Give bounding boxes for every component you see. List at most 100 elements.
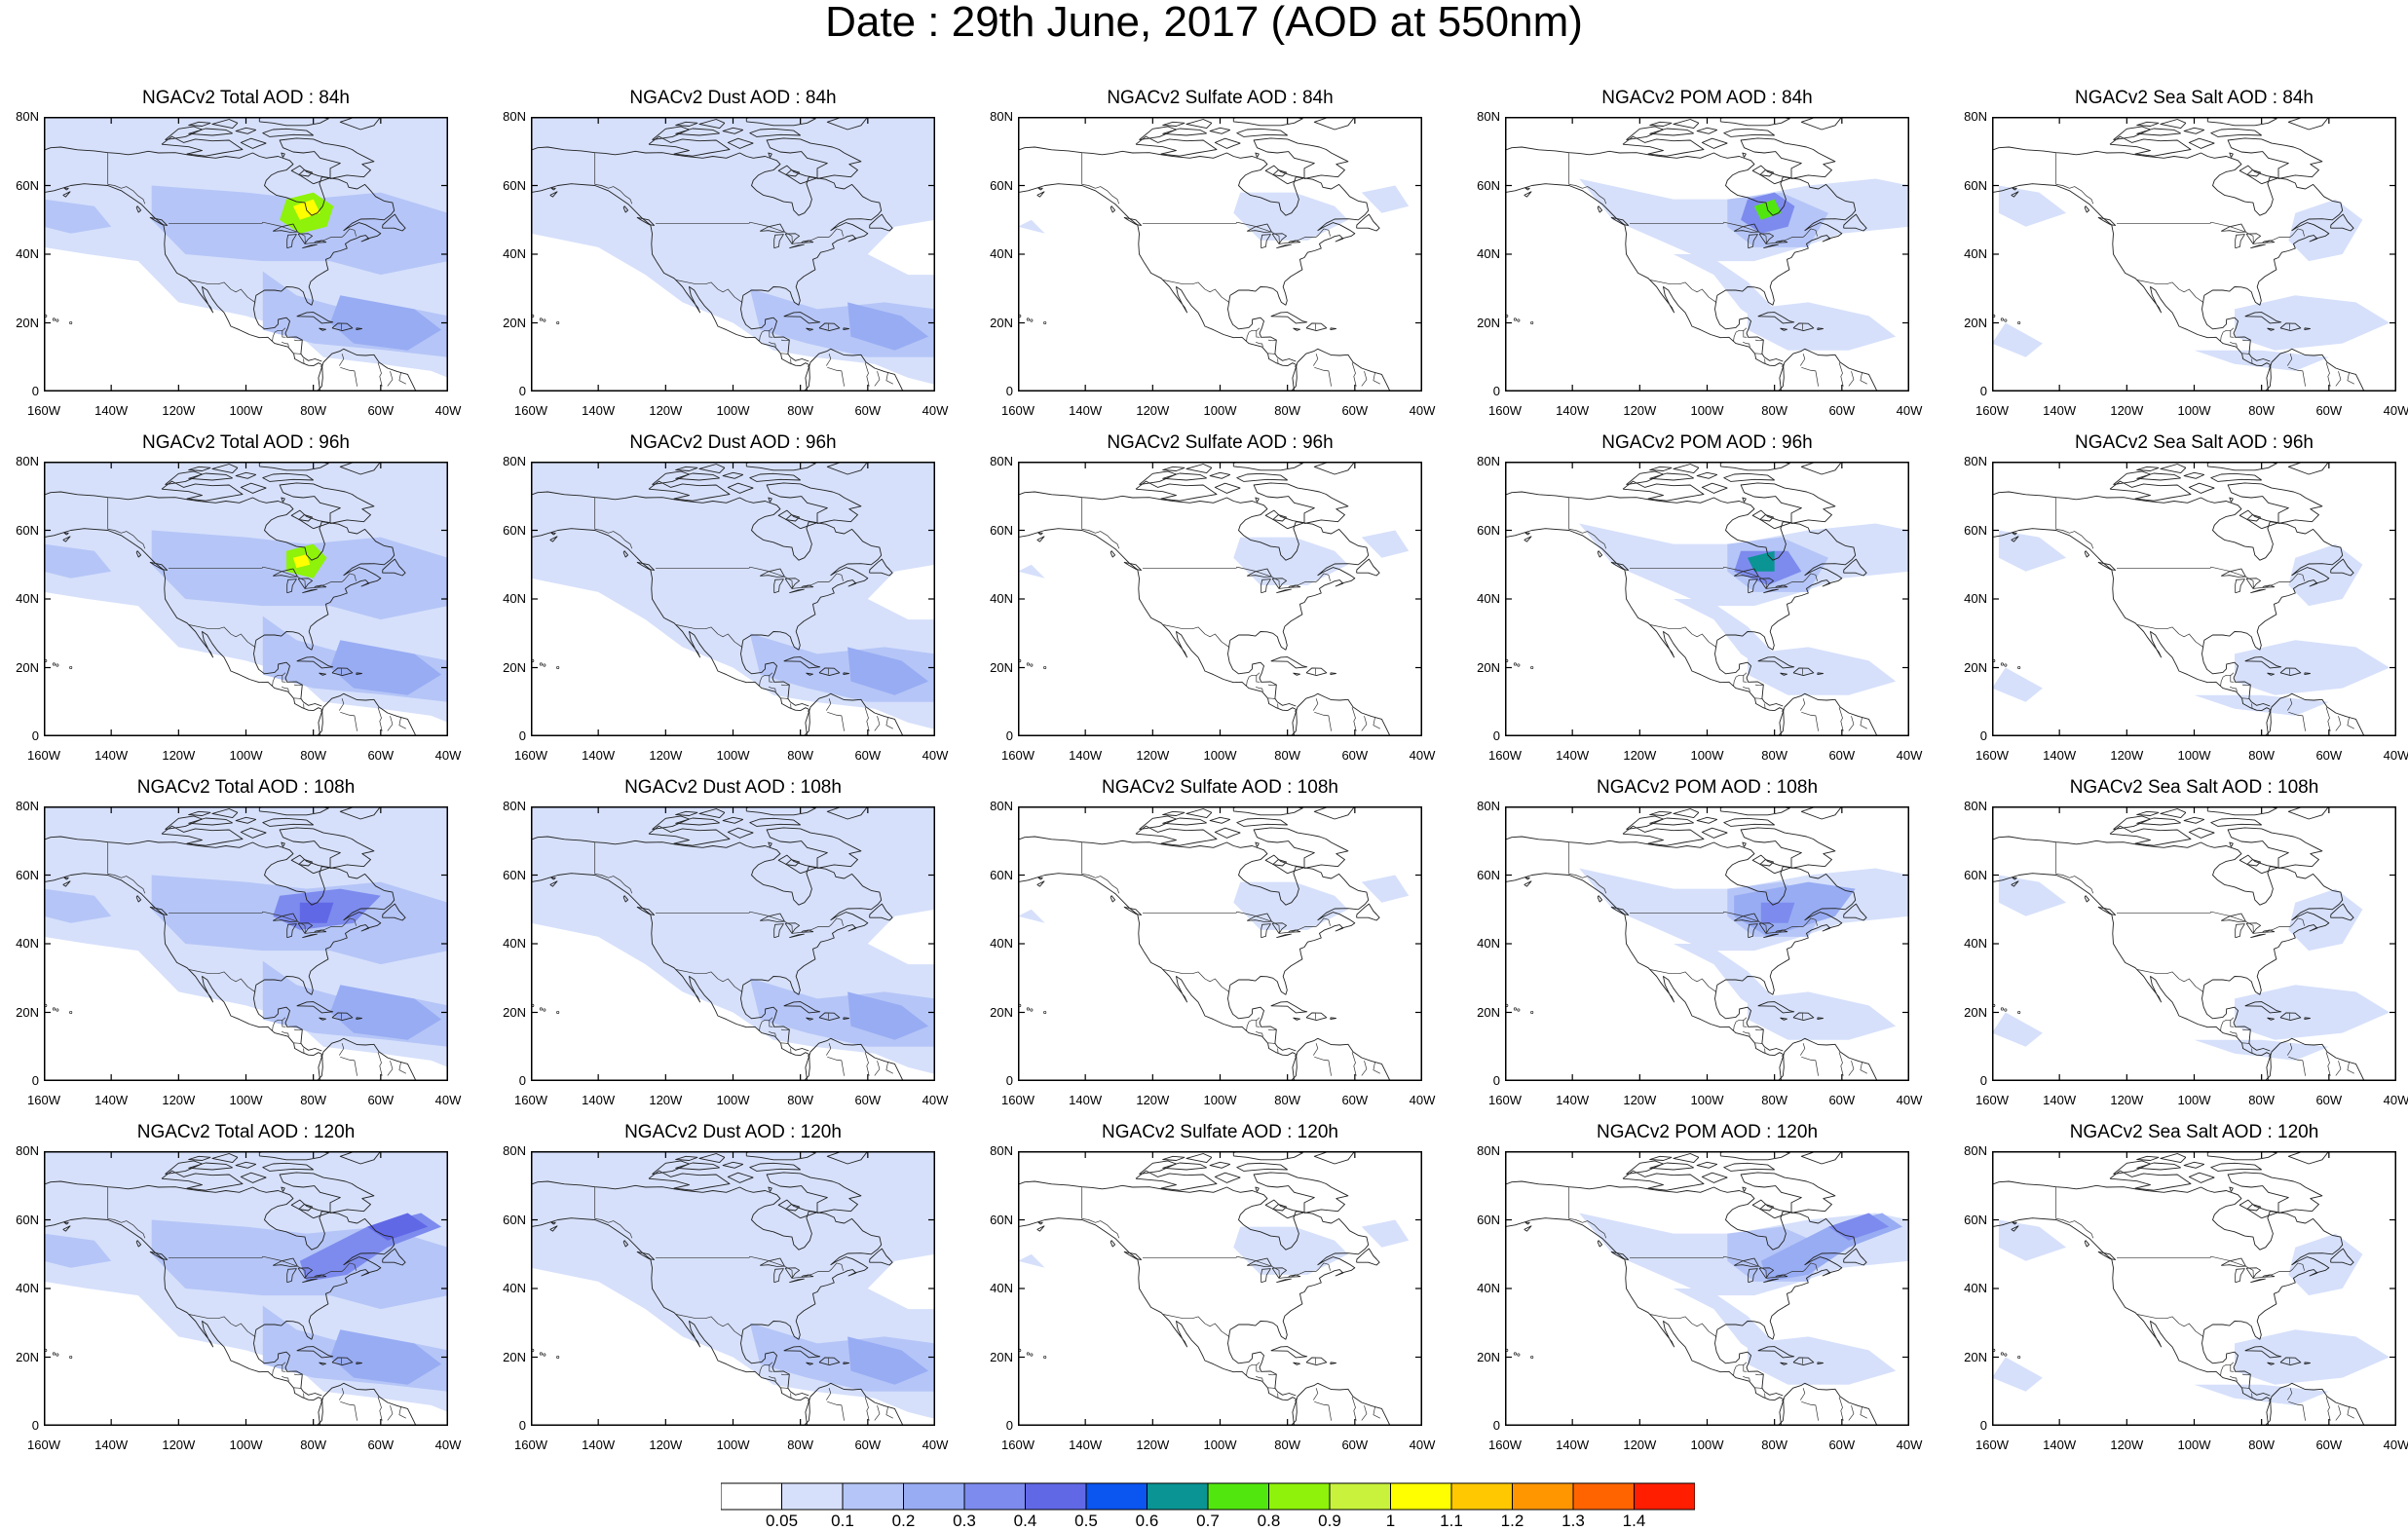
- country-border: [1143, 911, 1331, 934]
- coastline: [2239, 509, 2279, 530]
- lat-tick-label: 40N: [1477, 1281, 1500, 1295]
- country-border: [769, 1020, 773, 1027]
- aod-shading: [1361, 1219, 1410, 1248]
- lat-tick-label: 40N: [1964, 1281, 1987, 1295]
- island-outline: [2004, 1008, 2008, 1012]
- coastline: [531, 146, 883, 362]
- coastline: [531, 491, 883, 707]
- lon-tick-label: 80W: [2248, 748, 2276, 763]
- coastline: [652, 815, 690, 831]
- coastline: [1255, 841, 1260, 847]
- coastline: [648, 135, 731, 157]
- coastline: [1742, 1186, 1747, 1192]
- island-outline: [56, 1353, 59, 1357]
- aod-map-pom-96h: [1505, 462, 1909, 736]
- coastline: [165, 470, 203, 486]
- country-border: [2241, 684, 2251, 687]
- country-border: [107, 874, 146, 894]
- coastline: [2160, 464, 2187, 474]
- lake-outline: [302, 243, 318, 249]
- lon-tick-label: 60W: [367, 1438, 395, 1452]
- lake-outline: [1763, 933, 1779, 939]
- country-border: [1838, 1052, 1844, 1076]
- country-border: [807, 708, 810, 712]
- country-border: [377, 707, 383, 731]
- country-border: [169, 911, 357, 934]
- coastline: [279, 137, 375, 179]
- aod-shading: [2194, 350, 2329, 371]
- country-border: [1313, 1043, 1319, 1056]
- country-border: [2335, 1061, 2342, 1076]
- island-outline: [1043, 320, 1047, 325]
- coastline: [1505, 1180, 1857, 1397]
- coastline: [44, 183, 323, 392]
- country-border: [1294, 1053, 1298, 1057]
- lon-tick-label: 160W: [514, 1438, 547, 1452]
- coastline: [1780, 1362, 1787, 1365]
- lat-tick-label: 20N: [503, 659, 526, 675]
- coastline: [1214, 482, 1241, 494]
- island-outline: [1513, 662, 1517, 666]
- lon-tick-label: 40W: [434, 403, 462, 418]
- country-border: [1361, 371, 1368, 387]
- coastline: [149, 216, 169, 226]
- coastline: [1505, 528, 1785, 736]
- island-outline: [543, 1353, 546, 1357]
- country-border: [780, 353, 788, 355]
- country-border: [2335, 1405, 2342, 1421]
- country-border: [807, 363, 810, 367]
- lat-tick-label: 80N: [990, 454, 1013, 468]
- coastline: [2227, 137, 2323, 179]
- country-border: [2287, 1043, 2293, 1056]
- aod-shading: [1673, 1288, 1775, 1358]
- coastline: [777, 509, 818, 530]
- coastline: [2227, 482, 2323, 524]
- country-border: [340, 366, 357, 387]
- lat-tick-label: 0: [1005, 384, 1013, 398]
- coastline: [1305, 1012, 1328, 1022]
- coastline: [745, 462, 816, 471]
- coastline: [63, 532, 69, 536]
- aod-shading: [2235, 985, 2390, 1040]
- coastline: [2244, 656, 2282, 669]
- coastline: [722, 127, 744, 134]
- coastline: [1505, 873, 1785, 1081]
- country-border: [1314, 366, 1332, 387]
- coastline: [356, 1362, 362, 1365]
- country-border: [780, 697, 788, 699]
- coastline: [2012, 1221, 2017, 1225]
- country-border: [2268, 363, 2272, 367]
- country-border: [1838, 1397, 1844, 1421]
- lon-tick-label: 100W: [229, 403, 263, 418]
- island-outline: [556, 1010, 560, 1015]
- coastline: [1723, 128, 1775, 137]
- coastline: [2109, 135, 2192, 157]
- lat-tick-label: 60N: [503, 177, 526, 193]
- coastline: [211, 1153, 239, 1164]
- lat-tick-label: 0: [31, 1418, 39, 1433]
- lat-tick-label: 80N: [16, 454, 39, 468]
- aod-shading: [2235, 640, 2390, 695]
- coastline: [1214, 827, 1241, 839]
- coastline: [2113, 815, 2151, 831]
- lon-tick-label: 100W: [2177, 748, 2211, 763]
- coastline: [1264, 854, 1305, 875]
- coastline: [869, 558, 893, 577]
- coastline: [62, 191, 71, 198]
- lake-outline: [2250, 933, 2266, 939]
- coastline: [63, 877, 69, 880]
- country-border: [1081, 529, 1120, 549]
- country-border: [1630, 1255, 1818, 1279]
- country-border: [320, 708, 323, 712]
- colorbar-swatch: [1512, 1482, 1574, 1511]
- lat-tick-label: 0: [1979, 728, 1987, 743]
- lake-outline: [2262, 929, 2276, 933]
- coastline: [1018, 491, 1370, 707]
- coastline: [1139, 815, 1177, 831]
- coastline: [745, 1151, 816, 1161]
- lake-outline: [2235, 234, 2245, 249]
- country-border: [675, 624, 743, 648]
- coastline: [1817, 1017, 1824, 1021]
- aod-shading: [330, 295, 442, 351]
- coastline: [2267, 327, 2275, 331]
